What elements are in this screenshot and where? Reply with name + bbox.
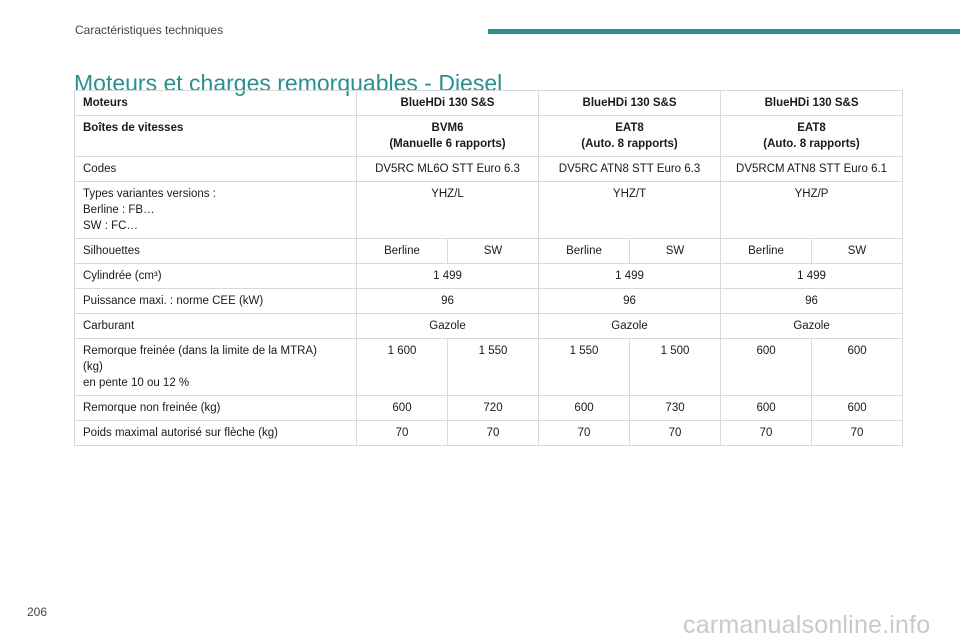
table-cell: 70 bbox=[538, 420, 631, 446]
table-cell: 96 bbox=[720, 288, 904, 314]
row-label: Moteurs bbox=[74, 90, 357, 116]
table-cell: BVM6 (Manuelle 6 rapports) bbox=[355, 115, 540, 157]
row-label: Poids maximal autorisé sur flèche (kg) bbox=[74, 420, 357, 446]
table-cell: 600 bbox=[720, 395, 813, 421]
table-cell: 1 500 bbox=[629, 338, 722, 396]
section-title: Caractéristiques techniques bbox=[75, 23, 224, 37]
row-label: Cylindrée (cm³) bbox=[74, 263, 357, 289]
table-cell: YHZ/P bbox=[720, 181, 904, 239]
table-cell: 1 499 bbox=[538, 263, 722, 289]
table-cell: 720 bbox=[446, 395, 540, 421]
table-row-nose-weight: Poids maximal autorisé sur flèche (kg) 7… bbox=[74, 420, 904, 446]
engine-spec-table: Moteurs BlueHDi 130 S&S BlueHDi 130 S&S … bbox=[74, 90, 904, 446]
table-cell: Berline bbox=[720, 238, 813, 264]
row-label: Silhouettes bbox=[74, 238, 357, 264]
gearbox-name: EAT8 bbox=[797, 122, 826, 134]
table-row-unbraked-trailer: Remorque non freinée (kg) 600 720 600 73… bbox=[74, 395, 904, 421]
table-cell: DV5RCM ATN8 STT Euro 6.1 bbox=[720, 156, 904, 182]
table-cell: Gazole bbox=[538, 313, 722, 339]
gearbox-name: BVM6 bbox=[431, 122, 464, 134]
table-cell: 1 499 bbox=[355, 263, 540, 289]
table-cell: DV5RC ATN8 STT Euro 6.3 bbox=[538, 156, 722, 182]
table-cell: 600 bbox=[720, 338, 813, 396]
table-row-braked-trailer: Remorque freinée (dans la limite de la M… bbox=[74, 338, 904, 396]
table-cell: SW bbox=[629, 238, 722, 264]
label-line: (kg) bbox=[83, 361, 103, 373]
row-label: Remorque freinée (dans la limite de la M… bbox=[74, 338, 357, 396]
table-row-codes: Codes DV5RC ML6O STT Euro 6.3 DV5RC ATN8… bbox=[74, 156, 904, 182]
row-label: Types variantes versions : Berline : FB…… bbox=[74, 181, 357, 239]
table-cell: Berline bbox=[538, 238, 631, 264]
table-row-displacement: Cylindrée (cm³) 1 499 1 499 1 499 bbox=[74, 263, 904, 289]
gearbox-detail: (Auto. 8 rapports) bbox=[581, 138, 678, 150]
table-cell: YHZ/L bbox=[355, 181, 540, 239]
table-row-silhouettes: Silhouettes Berline SW Berline SW Berlin… bbox=[74, 238, 904, 264]
table-cell: 1 600 bbox=[356, 338, 448, 396]
label-line: Berline : FB… bbox=[83, 204, 155, 216]
table-cell: BlueHDi 130 S&S bbox=[720, 90, 904, 116]
table-row-power: Puissance maxi. : norme CEE (kW) 96 96 9… bbox=[74, 288, 904, 314]
page-number: 206 bbox=[27, 605, 48, 619]
table-cell: 70 bbox=[720, 420, 813, 446]
row-label: Boîtes de vitesses bbox=[74, 115, 357, 157]
label-line: SW : FC… bbox=[83, 220, 138, 232]
table-cell: 1 499 bbox=[720, 263, 904, 289]
table-cell: 1 550 bbox=[446, 338, 540, 396]
table-cell: SW bbox=[811, 238, 904, 264]
gearbox-detail: (Manuelle 6 rapports) bbox=[389, 138, 506, 150]
row-label: Remorque non freinée (kg) bbox=[74, 395, 357, 421]
label-line: Types variantes versions : bbox=[83, 188, 216, 200]
table-row-variants: Types variantes versions : Berline : FB…… bbox=[74, 181, 904, 239]
table-cell: 600 bbox=[811, 338, 904, 396]
table-cell: 730 bbox=[629, 395, 722, 421]
table-cell: Berline bbox=[356, 238, 448, 264]
table-cell: YHZ/T bbox=[538, 181, 722, 239]
watermark: carmanualsonline.info bbox=[683, 611, 931, 639]
header-accent-bar bbox=[488, 29, 960, 34]
table-cell: Gazole bbox=[720, 313, 904, 339]
row-label: Codes bbox=[74, 156, 357, 182]
gearbox-detail: (Auto. 8 rapports) bbox=[763, 138, 860, 150]
table-cell: DV5RC ML6O STT Euro 6.3 bbox=[355, 156, 540, 182]
table-row-gearbox: Boîtes de vitesses BVM6 (Manuelle 6 rapp… bbox=[74, 115, 904, 157]
table-cell: SW bbox=[446, 238, 540, 264]
table-cell: 70 bbox=[811, 420, 904, 446]
table-cell: EAT8 (Auto. 8 rapports) bbox=[538, 115, 722, 157]
table-cell: 1 550 bbox=[538, 338, 631, 396]
row-label: Carburant bbox=[74, 313, 357, 339]
row-label: Puissance maxi. : norme CEE (kW) bbox=[74, 288, 357, 314]
table-cell: 600 bbox=[538, 395, 631, 421]
table-cell: 70 bbox=[356, 420, 448, 446]
table-cell: Gazole bbox=[355, 313, 540, 339]
table-cell: 70 bbox=[446, 420, 540, 446]
table-cell: 96 bbox=[538, 288, 722, 314]
table-cell: EAT8 (Auto. 8 rapports) bbox=[720, 115, 904, 157]
label-line: Remorque freinée (dans la limite de la M… bbox=[83, 345, 317, 357]
table-row-engines: Moteurs BlueHDi 130 S&S BlueHDi 130 S&S … bbox=[74, 90, 904, 116]
table-row-fuel: Carburant Gazole Gazole Gazole bbox=[74, 313, 904, 339]
label-line: en pente 10 ou 12 % bbox=[83, 377, 190, 389]
gearbox-name: EAT8 bbox=[615, 122, 644, 134]
table-cell: 600 bbox=[811, 395, 904, 421]
table-cell: BlueHDi 130 S&S bbox=[538, 90, 722, 116]
table-cell: 600 bbox=[356, 395, 448, 421]
table-cell: BlueHDi 130 S&S bbox=[355, 90, 540, 116]
table-cell: 70 bbox=[629, 420, 722, 446]
table-cell: 96 bbox=[355, 288, 540, 314]
